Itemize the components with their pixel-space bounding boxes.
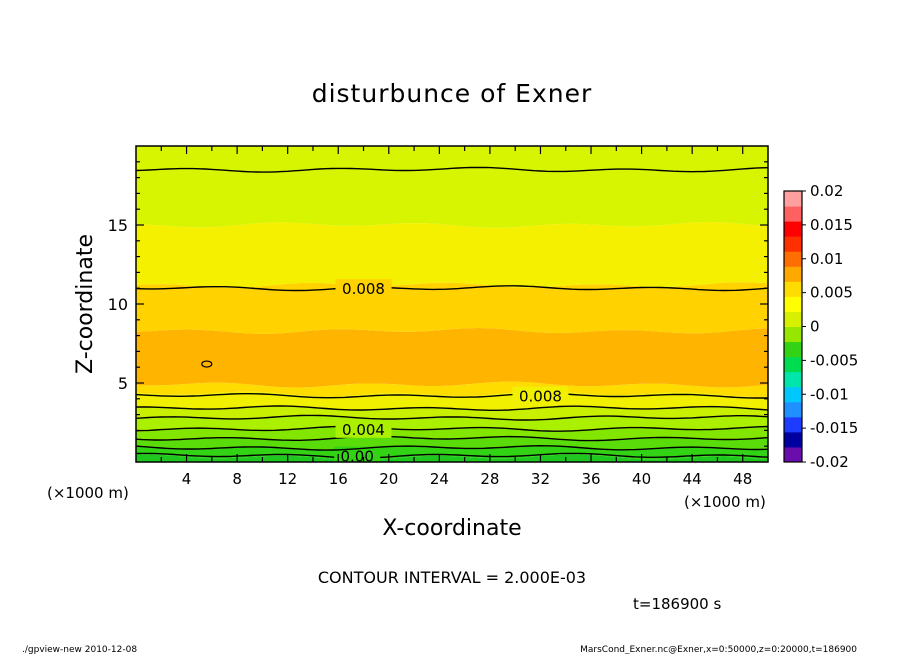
colorbar-swatch (784, 281, 802, 297)
x-tick-label: 20 (379, 470, 398, 488)
colorbar-tick-label: 0.01 (810, 250, 843, 268)
colorbar-tick-label: -0.005 (810, 351, 858, 369)
plot-area: 0.00 0.004 0.008 0.008 (136, 146, 768, 466)
contour-line (136, 166, 768, 173)
colorbar-tick-label: -0.01 (810, 385, 849, 403)
colorbar-swatch (784, 401, 802, 418)
footer-left: ./gpview-new 2010-12-08 (22, 645, 137, 654)
small-contour (201, 360, 213, 368)
x-tick-label: 48 (733, 470, 752, 488)
colorbar-swatch (784, 386, 802, 403)
contour-band (136, 146, 768, 228)
contour-band (136, 222, 768, 288)
contour-line (136, 285, 768, 292)
footer-right: MarsCond_Exner.nc@Exner,x=0:50000,z=0:20… (580, 645, 857, 654)
x-tick-label: 4 (182, 470, 192, 488)
colorbar-swatch (784, 206, 802, 222)
x-tick-label: 40 (632, 470, 651, 488)
contour-label: 0.008 (342, 280, 385, 298)
colorbar-swatch (784, 431, 802, 448)
colorbar-swatch (784, 191, 802, 207)
x-unit-label-right: (×1000 m) (684, 493, 766, 511)
contour-band (136, 435, 768, 451)
contour-line (136, 444, 768, 451)
colorbar-swatch (784, 326, 802, 343)
contour-band (136, 454, 768, 462)
colorbar-swatch (784, 341, 802, 358)
colorbar-swatch (784, 356, 802, 373)
contour-interval-text: CONTOUR INTERVAL = 2.000E-03 (318, 568, 586, 587)
colorbar-swatch (784, 266, 802, 282)
contour-band (136, 405, 768, 421)
y-tick-label: 5 (118, 374, 128, 393)
colorbar-swatch (784, 446, 802, 463)
contour-label: 0.004 (342, 421, 385, 439)
colorbar-tick-label: -0.015 (810, 419, 858, 437)
contour-line (136, 405, 768, 411)
colorbar-swatch (784, 251, 802, 267)
colorbar-tick-label: 0.02 (810, 182, 843, 200)
x-tick-label: 44 (683, 470, 702, 488)
contour-label: 0.00 (340, 448, 373, 466)
y-axis-label: Z-coordinate (73, 234, 98, 374)
contour-line (136, 435, 768, 442)
time-label: t=186900 s (633, 595, 721, 613)
colorbar-tick-label: 0 (810, 318, 820, 336)
colorbar-swatch (784, 371, 802, 388)
x-axis-label: X-coordinate (382, 516, 521, 541)
colorbar-tick-label: 0.015 (810, 216, 853, 234)
x-tick-label: 24 (430, 470, 449, 488)
contour-band (136, 445, 768, 461)
contour-label: 0.008 (519, 388, 562, 406)
x-tick-label: 28 (480, 470, 499, 488)
colorbar-swatch (784, 221, 802, 237)
y-tick-label: 10 (108, 295, 128, 314)
x-tick-label: 12 (278, 470, 297, 488)
colorbar-swatch (784, 311, 802, 327)
contour-line (136, 414, 768, 421)
contour-line (136, 452, 768, 459)
colorbar-swatch (784, 296, 802, 312)
x-tick-label: 36 (581, 470, 600, 488)
x-unit-label-left: (×1000 m) (47, 484, 129, 502)
chart-title: disturbunce of Exner (312, 79, 593, 108)
colorbar: 0.02 0.015 0.01 0.005 0 -0.005 -0.01 -0.015 -0.0… (783, 182, 858, 471)
contour-band (136, 282, 768, 334)
colorbar-swatch (784, 236, 802, 252)
x-tick-label: 16 (329, 470, 348, 488)
colorbar-tick-label: -0.02 (810, 453, 849, 471)
colorbar-tick-label: 0.005 (810, 284, 853, 302)
contour-band (136, 328, 768, 388)
contour-band (136, 414, 768, 432)
contour-line (136, 392, 768, 399)
contour-band (136, 381, 768, 398)
y-tick-label: 15 (108, 216, 128, 235)
x-tick-label: 32 (531, 470, 550, 488)
x-tick-label: 8 (232, 470, 242, 488)
colorbar-swatch (784, 416, 802, 433)
contour-line (136, 425, 768, 432)
